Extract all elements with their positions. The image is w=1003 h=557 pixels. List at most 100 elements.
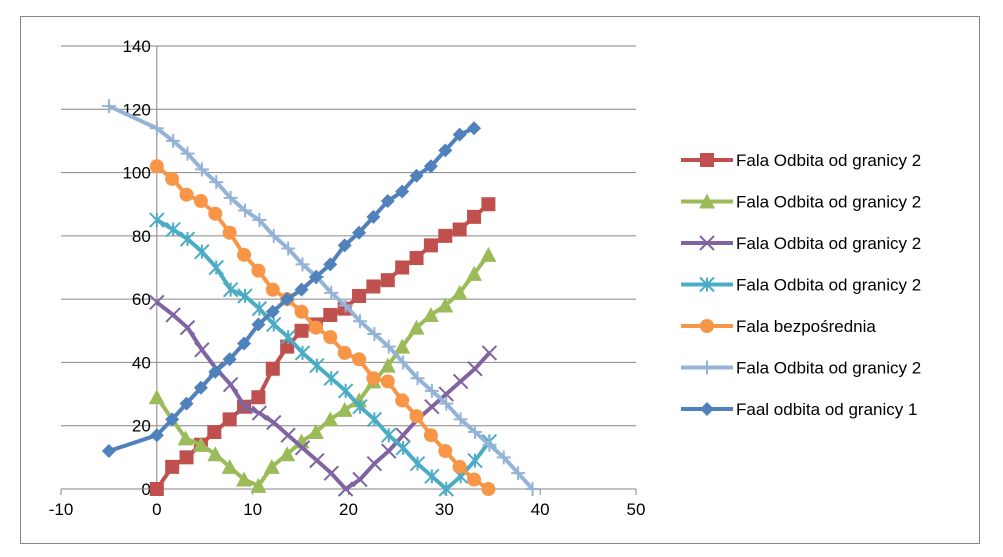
data-point (266, 316, 282, 333)
data-point (422, 306, 439, 322)
legend-marker (699, 276, 715, 293)
data-point (452, 373, 469, 390)
data-point (467, 209, 482, 224)
data-point (179, 396, 194, 411)
data-point (395, 184, 410, 199)
data-point (179, 450, 194, 465)
data-point (251, 300, 268, 317)
x-tick-label: -10 (49, 500, 74, 519)
chart-area: 0 20 40 60 80 100 120 140 -10 0 10 20 30 40 50 Fala Od… (20, 16, 980, 544)
data-point (366, 411, 383, 428)
legend-marker (699, 235, 715, 251)
data-point (208, 259, 224, 276)
data-point (451, 284, 468, 300)
data-point (294, 304, 309, 319)
data-point (279, 446, 296, 462)
data-point (408, 319, 425, 335)
data-point (467, 472, 482, 487)
data-point (352, 288, 367, 303)
data-point (452, 222, 467, 237)
data-point (294, 345, 311, 361)
legend-label: Fala bezpośrednia (736, 317, 876, 336)
data-point (381, 427, 397, 443)
data-point (149, 121, 164, 136)
data-point (423, 159, 438, 174)
data-point (467, 452, 483, 469)
data-point (165, 221, 181, 238)
data-point (193, 194, 208, 209)
data-point (263, 458, 280, 474)
data-point (251, 390, 266, 405)
data-point (250, 477, 267, 493)
data-point (237, 247, 252, 262)
data-point (237, 288, 253, 304)
data-point (409, 168, 424, 183)
data-point (511, 466, 526, 481)
data-point (294, 282, 309, 297)
legend-item: Fala Odbita od granicy 2 (681, 359, 921, 378)
legend-item: Fala bezpośrednia (681, 317, 876, 336)
data-point (295, 257, 310, 272)
data-point (380, 273, 395, 288)
legend-label: Faal odbita od granicy 1 (736, 400, 917, 419)
data-point (481, 197, 496, 212)
data-point (101, 99, 116, 114)
legend-label: Fala Odbita od granicy 2 (736, 151, 921, 170)
x-tick-label: 10 (243, 500, 262, 519)
data-point (381, 443, 397, 459)
legend-marker (700, 319, 714, 333)
data-point (380, 194, 395, 209)
data-point (323, 465, 339, 481)
data-point (192, 436, 209, 452)
data-point (238, 203, 252, 218)
data-point (194, 162, 209, 177)
data-point (366, 455, 383, 472)
data-point (352, 471, 368, 488)
data-point (395, 393, 410, 408)
data-point (322, 411, 339, 427)
legend-marker (700, 153, 714, 167)
legend-item: Faal odbita od granicy 1 (681, 400, 917, 419)
data-point (307, 424, 324, 440)
series-6 (101, 121, 482, 459)
data-point (481, 482, 496, 496)
y-tick-label: 140 (122, 37, 150, 56)
data-point (467, 121, 482, 136)
data-point (179, 231, 196, 247)
data-point (453, 412, 468, 427)
data-point (265, 282, 280, 297)
data-point (395, 260, 410, 275)
legend-label: Fala Odbita od granicy 2 (736, 276, 921, 295)
series-3 (149, 212, 498, 497)
data-point (395, 440, 411, 456)
data-point (236, 471, 253, 487)
data-point (337, 345, 352, 360)
data-point (209, 175, 224, 190)
data-point (394, 338, 411, 354)
data-point (337, 238, 352, 253)
x-tick-label: 50 (627, 500, 646, 519)
data-point (466, 265, 483, 281)
data-point (309, 357, 325, 374)
data-point (423, 428, 438, 443)
series-4 (149, 159, 496, 496)
data-point (367, 326, 382, 341)
data-point (207, 425, 222, 440)
data-point (179, 187, 194, 202)
legend-item: Fala Odbita od granicy 2 (681, 151, 921, 170)
data-point (309, 452, 325, 469)
data-point (467, 361, 483, 377)
data-point (280, 427, 296, 443)
series-5 (101, 99, 540, 496)
legend-label: Fala Odbita od granicy 2 (736, 234, 921, 253)
data-point (237, 336, 252, 351)
data-point (353, 314, 367, 329)
data-point (180, 146, 195, 161)
data-point (323, 257, 338, 272)
data-point (323, 307, 338, 322)
data-point (381, 339, 396, 354)
legend-label: Fala Odbita od granicy 2 (736, 359, 921, 378)
data-point (237, 399, 253, 415)
data-point (251, 405, 268, 421)
